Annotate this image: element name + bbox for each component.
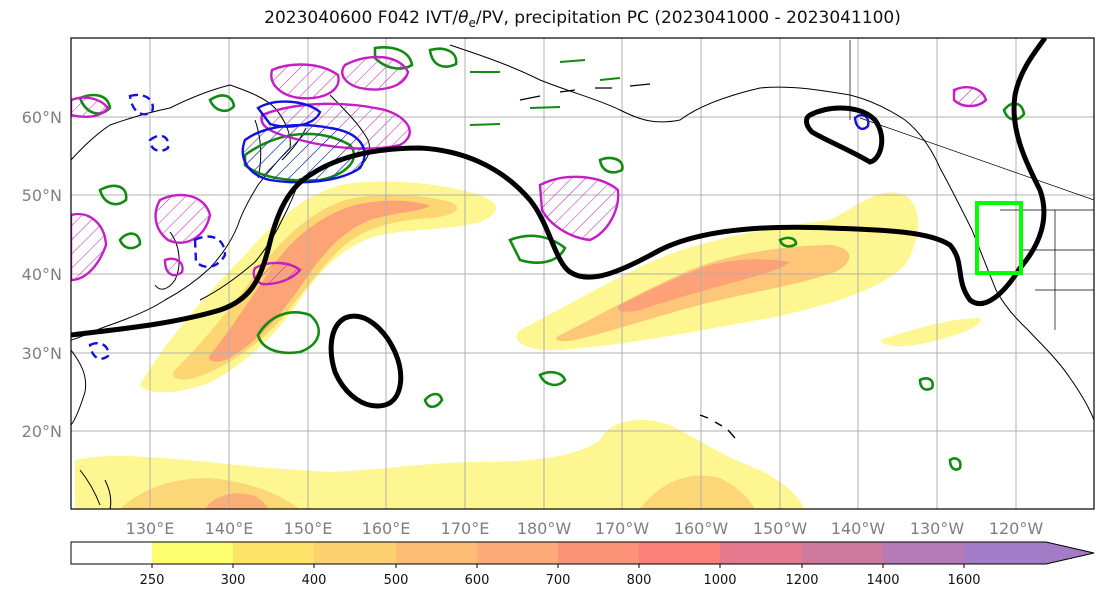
precip-region-7 — [423, 392, 444, 409]
colorbar-segment-2 — [233, 542, 314, 564]
precip-region-17 — [948, 457, 962, 471]
ivt-band-east-small — [880, 318, 981, 347]
jet-contour-north-loop — [804, 105, 885, 165]
colorbar-label-250: 250 — [140, 573, 165, 588]
longitude-labels: 130°E 140°E 150°E 160°E 170°E 180°W 170°… — [126, 519, 1044, 538]
pv-pos-region-10 — [163, 257, 184, 277]
ivt-band-central-core — [617, 259, 790, 312]
ivt-band-west-core — [208, 200, 430, 362]
pv-neg-region-5 — [193, 235, 227, 268]
ivt-band-south-mid2 — [640, 475, 755, 509]
precip-region-3 — [208, 94, 236, 113]
lat-label-20: 20°N — [22, 422, 62, 441]
colorbar-segment-10 — [883, 542, 964, 564]
colorbar-label-300: 300 — [221, 573, 246, 588]
lon-label-180w: 180°W — [517, 519, 572, 538]
colorbar-outline — [70, 541, 1095, 565]
jet-contour-closed — [328, 313, 404, 409]
pv-negative-regions — [88, 93, 870, 360]
pv-neg-region-3 — [128, 93, 155, 116]
map-title: 2023040600 F042 IVT/θe/PV, precipitation… — [264, 8, 901, 30]
pv-neg-region-1 — [241, 123, 366, 184]
pv-pos-region-8 — [952, 86, 988, 108]
lon-label-120w: 120°W — [989, 519, 1044, 538]
precip-region-2 — [256, 311, 320, 355]
colorbar-label-800: 800 — [627, 573, 652, 588]
lon-label-160w: 160°W — [674, 519, 729, 538]
pv-neg-region-6 — [88, 342, 110, 360]
colorbar-label-700: 700 — [546, 573, 571, 588]
lat-label-30: 30°N — [22, 344, 62, 363]
colorbar-segment-9 — [802, 542, 883, 564]
pv-positive-regions — [71, 55, 988, 286]
colorbar-label-1400: 1400 — [866, 573, 899, 588]
lon-label-150e: 150°E — [284, 519, 333, 538]
colorbar-segment-1 — [152, 542, 233, 564]
lon-label-130e: 130°E — [126, 519, 175, 538]
precip-region-15 — [598, 156, 624, 174]
pv-pos-region-4 — [538, 175, 620, 242]
precip-region-11 — [98, 184, 128, 206]
colorbar: 250 300 400 500 600 700 800 1000 1200 14… — [70, 541, 1095, 588]
colorbar-extend-arrow — [964, 542, 1094, 564]
coastlines — [71, 40, 1094, 509]
precip-region-14 — [428, 47, 458, 68]
pv-pos-region-2 — [341, 55, 410, 91]
precip-region-10 — [469, 59, 621, 126]
colorbar-segment-4 — [396, 542, 477, 564]
colorbar-label-1600: 1600 — [947, 573, 980, 588]
colorbar-segment-3 — [314, 542, 396, 564]
jet-contours — [71, 38, 1048, 409]
pv-neg-region-2 — [256, 100, 322, 128]
lon-label-170w: 170°W — [595, 519, 650, 538]
pv-pos-region-5 — [154, 193, 212, 244]
precip-region-6 — [538, 370, 567, 387]
ivt-band-south-core — [205, 493, 268, 509]
precip-region-8 — [778, 236, 798, 248]
pv-pos-region-7 — [252, 261, 302, 286]
colorbar-segment-0 — [71, 542, 152, 564]
pv-neg-region-4 — [148, 134, 170, 152]
precip-region-16 — [918, 377, 934, 391]
pv-pos-region-6 — [71, 212, 108, 282]
lon-label-170e: 170°E — [441, 519, 490, 538]
lat-label-60: 60°N — [22, 108, 62, 127]
precip-region-12 — [118, 232, 142, 250]
colorbar-segment-5 — [477, 542, 558, 564]
lat-label-50: 50°N — [22, 186, 62, 205]
lat-label-40: 40°N — [22, 265, 62, 284]
colorbar-label-500: 500 — [384, 573, 409, 588]
colorbar-segment-7 — [639, 542, 720, 564]
colorbar-label-600: 600 — [465, 573, 490, 588]
colorbar-segment-8 — [720, 542, 802, 564]
lon-label-130w: 130°W — [910, 519, 965, 538]
colorbar-segment-6 — [558, 542, 639, 564]
target-region-box — [975, 201, 1023, 275]
precip-region-5 — [508, 234, 567, 264]
pv-neg-region-7 — [853, 114, 870, 130]
pv-pos-region-1 — [270, 63, 340, 100]
colorbar-label-1000: 1000 — [703, 573, 736, 588]
lon-label-160e: 160°E — [362, 519, 411, 538]
map-frame — [70, 37, 1095, 510]
colorbar-label-1200: 1200 — [785, 573, 818, 588]
colorbar-ticks — [151, 564, 965, 568]
lon-label-140e: 140°E — [205, 519, 254, 538]
jet-contour-main — [71, 38, 1048, 338]
lon-label-140w: 140°W — [831, 519, 886, 538]
lon-label-150w: 150°W — [753, 519, 808, 538]
latitude-labels: 60°N 50°N 40°N 30°N 20°N — [22, 108, 62, 441]
pv-pos-region-9 — [71, 96, 110, 118]
colorbar-label-400: 400 — [302, 573, 327, 588]
precip-region-9 — [1002, 102, 1026, 121]
